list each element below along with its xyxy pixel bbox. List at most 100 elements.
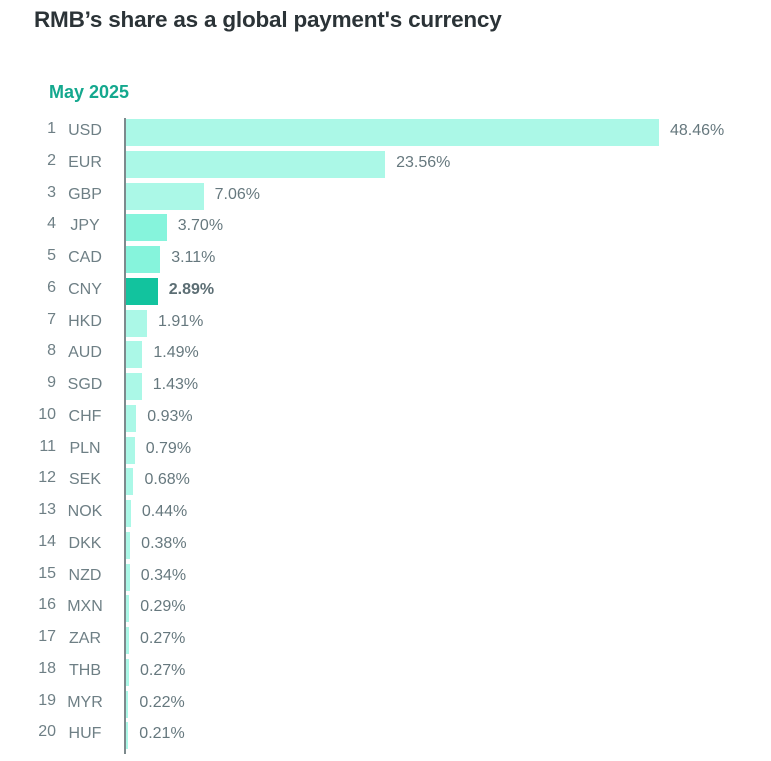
bar-row: 7 HKD 1.91% bbox=[0, 307, 771, 339]
rank-label: 4 bbox=[47, 215, 56, 233]
rank-label: 1 bbox=[47, 120, 56, 137]
currency-label: USD bbox=[68, 122, 102, 139]
bar bbox=[126, 341, 143, 369]
highlighted-bar bbox=[126, 277, 158, 305]
bar-row: 17 ZAR 0.27% bbox=[0, 624, 771, 656]
bar bbox=[126, 150, 386, 178]
value-label: 7.06% bbox=[214, 185, 261, 203]
value-label: 1.49% bbox=[153, 344, 199, 362]
currency-label: GBP bbox=[68, 185, 102, 203]
currency-label: MYR bbox=[67, 693, 103, 711]
value-label: 1.91% bbox=[158, 312, 204, 330]
rank-label: 16 bbox=[38, 596, 56, 614]
bar bbox=[126, 373, 142, 400]
rank-label: 12 bbox=[38, 469, 56, 487]
currency-label: AUD bbox=[68, 344, 102, 362]
bar bbox=[126, 722, 129, 750]
value-label: 0.27% bbox=[139, 630, 186, 647]
currency-label: SEK bbox=[68, 471, 101, 489]
bar bbox=[126, 309, 147, 337]
bar-row: 20 HUF 0.21% bbox=[0, 719, 771, 751]
currency-label: NOK bbox=[67, 503, 103, 520]
bar bbox=[126, 563, 130, 591]
currency-label: DKK bbox=[68, 534, 102, 552]
value-label: 0.38% bbox=[141, 534, 187, 552]
bar-row: 9 SGD 1.43% bbox=[0, 370, 771, 402]
value-label: 0.21% bbox=[139, 725, 185, 743]
bar bbox=[126, 468, 134, 496]
rank-label: 20 bbox=[38, 723, 56, 741]
rank-label: 2 bbox=[47, 151, 56, 169]
rank-label: 3 bbox=[47, 183, 56, 201]
rank-label: 5 bbox=[47, 247, 56, 264]
bar-row: 6 CNY 2.89% bbox=[0, 275, 771, 307]
currency-label: HKD bbox=[68, 312, 102, 330]
bar bbox=[126, 531, 131, 559]
currency-label: CAD bbox=[68, 249, 102, 266]
value-label: 3.70% bbox=[177, 217, 224, 235]
currency-label: ZAR bbox=[69, 630, 101, 647]
rank-label: 8 bbox=[47, 342, 56, 360]
currency-label: SGD bbox=[67, 376, 103, 393]
currency-label: HUF bbox=[68, 725, 102, 743]
currency-label: PLN bbox=[69, 439, 101, 457]
bar-row: 14 DKK 0.38% bbox=[0, 529, 771, 561]
bar-row: 19 MYR 0.22% bbox=[0, 688, 771, 720]
value-label: 0.79% bbox=[145, 439, 192, 457]
value-label: 0.29% bbox=[140, 598, 186, 616]
currency-label: EUR bbox=[68, 153, 102, 171]
rank-label: 15 bbox=[38, 564, 56, 582]
value-label: 0.44% bbox=[141, 503, 188, 520]
bar-row: 8 AUD 1.49% bbox=[0, 338, 771, 370]
y-axis-line bbox=[124, 118, 126, 754]
rank-label: 7 bbox=[47, 310, 56, 328]
bar-row: 15 NZD 0.34% bbox=[0, 561, 771, 593]
currency-label: THB bbox=[69, 661, 101, 679]
bar-row: 12 SEK 0.68% bbox=[0, 465, 771, 497]
value-label: 3.11% bbox=[171, 249, 216, 266]
currency-label: JPY bbox=[70, 217, 100, 235]
bar-row: 1 USD 48.46% bbox=[0, 116, 771, 148]
value-label: 0.22% bbox=[139, 693, 185, 711]
bar bbox=[126, 436, 135, 464]
value-label: 0.27% bbox=[139, 661, 186, 679]
bar-row: 13 NOK 0.44% bbox=[0, 497, 771, 529]
rank-label: 14 bbox=[38, 532, 56, 550]
rank-label: 9 bbox=[47, 374, 56, 391]
value-label: 0.93% bbox=[147, 407, 193, 425]
rank-label: 17 bbox=[38, 628, 56, 645]
bar-row: 18 THB 0.27% bbox=[0, 656, 771, 688]
bar bbox=[126, 690, 129, 718]
bar-row: 10 CHF 0.93% bbox=[0, 402, 771, 434]
bar-row: 11 PLN 0.79% bbox=[0, 434, 771, 466]
rank-label: 13 bbox=[38, 501, 56, 518]
bar bbox=[126, 404, 137, 432]
value-label: 2.89% bbox=[168, 280, 215, 298]
bar-row: 5 CAD 3.11% bbox=[0, 243, 771, 275]
rank-label: 19 bbox=[38, 691, 56, 709]
currency-label: CNY bbox=[68, 280, 102, 298]
value-label: 23.56% bbox=[396, 153, 451, 171]
bar bbox=[126, 182, 204, 210]
bar-row: 3 GBP 7.06% bbox=[0, 180, 771, 212]
bar bbox=[126, 658, 129, 686]
currency-label: NZD bbox=[68, 566, 102, 584]
chart-title: RMB’s share as a global payment's curren… bbox=[34, 7, 502, 32]
bar bbox=[126, 500, 131, 527]
bar bbox=[126, 595, 130, 623]
chart-subtitle: May 2025 bbox=[49, 82, 130, 102]
bar-row: 2 EUR 23.56% bbox=[0, 148, 771, 180]
bar-row: 16 MXN 0.29% bbox=[0, 592, 771, 624]
rank-label: 10 bbox=[38, 405, 56, 423]
value-label: 0.68% bbox=[144, 471, 190, 489]
bar bbox=[126, 119, 659, 146]
bar bbox=[126, 214, 167, 242]
currency-label: MXN bbox=[67, 598, 103, 616]
value-label: 48.46% bbox=[670, 122, 725, 139]
value-label: 1.43% bbox=[152, 376, 199, 393]
rank-label: 18 bbox=[38, 659, 56, 677]
rank-label: 11 bbox=[39, 437, 56, 455]
rank-label: 6 bbox=[47, 278, 56, 296]
currency-label: CHF bbox=[68, 407, 102, 425]
value-label: 0.34% bbox=[140, 566, 187, 584]
